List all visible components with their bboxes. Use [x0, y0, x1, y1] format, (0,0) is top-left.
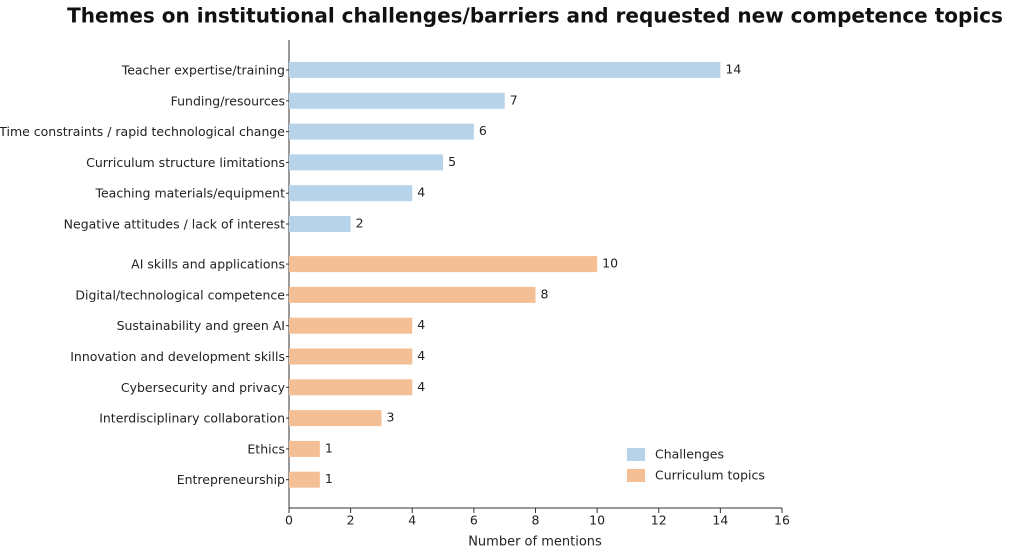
- bar: [289, 256, 598, 273]
- bar: [289, 317, 413, 334]
- y-tick-label: Teaching materials/equipment: [94, 186, 285, 201]
- bar: [289, 471, 320, 488]
- y-tick-label: Interdisciplinary collaboration: [99, 411, 285, 426]
- bar: [289, 286, 536, 303]
- y-tick-label: Cybersecurity and privacy: [121, 380, 286, 395]
- y-tick-label: Ethics: [247, 441, 285, 456]
- x-tick-label: 14: [712, 513, 728, 528]
- bar: [289, 123, 474, 140]
- x-tick-label: 4: [408, 513, 416, 528]
- bar: [289, 410, 382, 427]
- value-label: 10: [602, 256, 618, 271]
- value-label: 3: [386, 410, 394, 425]
- x-tick-label: 2: [347, 513, 355, 528]
- bar: [289, 185, 413, 202]
- y-tick-label: AI skills and applications: [131, 257, 285, 272]
- bar: [289, 62, 721, 78]
- chart-title: Themes on institutional challenges/barri…: [67, 4, 1003, 28]
- value-label: 14: [725, 62, 741, 77]
- x-tick-label: 8: [532, 513, 540, 528]
- y-tick-label: Time constraints / rapid technological c…: [0, 124, 285, 139]
- bar: [289, 92, 505, 109]
- y-tick-label: Funding/resources: [171, 93, 285, 108]
- value-label: 6: [479, 123, 487, 138]
- value-label: 8: [541, 286, 549, 301]
- value-label: 1: [325, 471, 333, 486]
- y-tick-label: Innovation and development skills: [70, 349, 285, 364]
- x-tick-label: 6: [470, 513, 478, 528]
- value-label: 5: [448, 154, 456, 169]
- value-label: 4: [417, 317, 425, 332]
- bar: [289, 348, 413, 365]
- value-label: 2: [356, 216, 364, 231]
- y-tick-label: Negative attitudes / lack of interest: [64, 217, 285, 232]
- value-label: 4: [417, 379, 425, 394]
- legend-swatch: [627, 469, 645, 482]
- y-tick-label: Teacher expertise/training: [121, 63, 285, 78]
- x-tick-label: 0: [285, 513, 293, 528]
- y-tick-label: Digital/technological competence: [75, 287, 285, 302]
- x-tick-label: 16: [774, 513, 790, 528]
- x-tick-label: 10: [589, 513, 605, 528]
- y-tick-label: Sustainability and green AI: [117, 318, 285, 333]
- value-label: 1: [325, 440, 333, 455]
- x-axis-label: Number of mentions: [468, 535, 602, 550]
- value-label: 7: [510, 92, 518, 107]
- bar: [289, 154, 444, 171]
- y-tick-label: Curriculum structure limitations: [86, 155, 285, 170]
- legend-label: Curriculum topics: [655, 468, 765, 483]
- legend-swatch: [627, 448, 645, 461]
- bar: [289, 379, 413, 396]
- bar: [289, 440, 320, 457]
- value-label: 4: [417, 185, 425, 200]
- x-tick-label: 12: [651, 513, 667, 528]
- y-tick-label: Entrepreneurship: [177, 472, 285, 487]
- legend-label: Challenges: [655, 447, 724, 462]
- bar: [289, 216, 351, 232]
- value-label: 4: [417, 348, 425, 363]
